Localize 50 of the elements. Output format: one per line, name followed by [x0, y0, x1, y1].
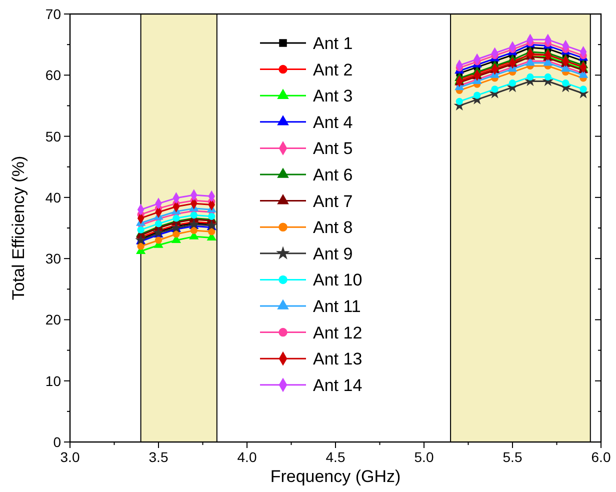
x-axis-title: Frequency (GHz) [270, 467, 401, 486]
point [208, 228, 216, 236]
point [208, 212, 216, 220]
point [526, 73, 534, 81]
x-tick-label: 4.0 [237, 449, 257, 465]
y-tick-label: 0 [53, 434, 62, 450]
point [456, 98, 463, 105]
legend-label: Ant 10 [313, 270, 362, 290]
point [474, 92, 481, 99]
y-tick-label: 60 [45, 67, 62, 84]
point [190, 226, 198, 234]
point [578, 70, 588, 78]
point [188, 218, 200, 230]
legend-label: Ant 5 [313, 139, 353, 158]
x-tick-label: 6.0 [591, 449, 611, 465]
point [508, 80, 516, 87]
point [491, 86, 498, 93]
point [562, 80, 570, 87]
legend-label: Ant 9 [313, 244, 353, 264]
legend-label: Ant 11 [313, 297, 361, 316]
legend-label: Ant 14 [313, 376, 362, 395]
y-tick-label: 10 [45, 372, 62, 389]
legend-label: Ant 4 [313, 112, 353, 132]
y-tick-label: 20 [45, 312, 62, 328]
point [154, 220, 162, 228]
legend-label: Ant 1 [313, 34, 353, 53]
legend-label: Ant 13 [313, 350, 362, 369]
point [544, 73, 552, 81]
point [172, 230, 180, 238]
point [172, 214, 180, 222]
y-tick-label: 30 [45, 250, 62, 267]
y-axis-title: Total Efficiency (%) [9, 156, 28, 300]
legend-label: Ant 12 [313, 323, 362, 342]
legend-label: Ant 3 [313, 86, 353, 106]
x-tick-label: 3.5 [148, 449, 168, 465]
x-tick-label: 4.5 [326, 449, 346, 465]
point [137, 242, 144, 250]
legend-label: Ant 8 [313, 218, 353, 238]
legend-label: Ant 7 [313, 192, 353, 211]
y-tick-label: 40 [45, 189, 62, 206]
x-tick-label: 5.5 [502, 449, 522, 465]
point [137, 226, 144, 234]
y-tick-label: 50 [45, 128, 62, 144]
x-tick-label: 5.0 [414, 449, 434, 465]
legend-label: Ant 2 [313, 60, 353, 80]
x-tick-label: 3.0 [60, 449, 80, 465]
y-tick-label: 70 [45, 6, 62, 22]
point [580, 86, 587, 93]
legend-label: Ant 6 [313, 166, 353, 184]
point [154, 236, 162, 244]
